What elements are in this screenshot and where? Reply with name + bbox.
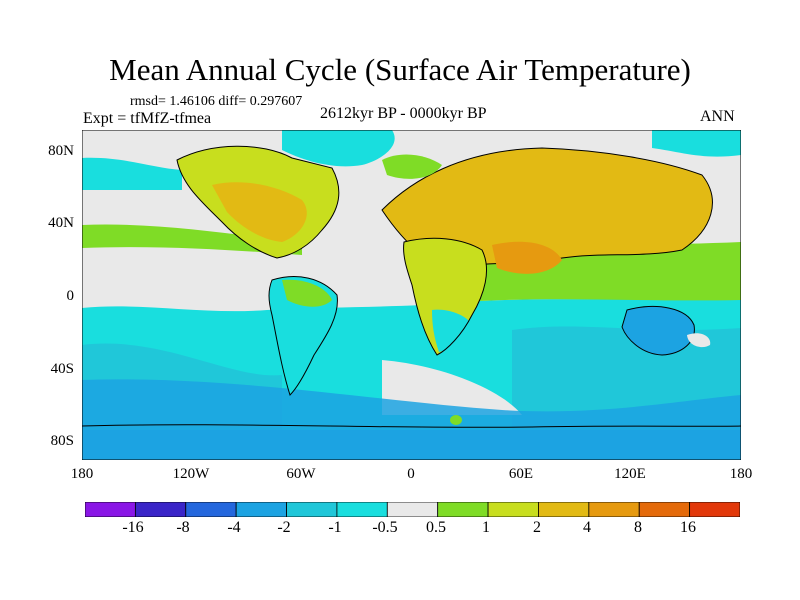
antarctic-circumpolar <box>82 379 741 430</box>
pacific-warm-band <box>82 224 302 255</box>
bering-cool <box>652 130 741 157</box>
colorbar-swatch <box>134 502 187 517</box>
legend-label: -8 <box>176 519 190 536</box>
antarctic-warm-spot <box>450 415 462 425</box>
colorbar-swatch <box>588 502 640 517</box>
colorbar-swatch <box>336 502 388 517</box>
lon-label-0: 0 <box>407 466 415 482</box>
legend-label: -0.5 <box>372 519 398 536</box>
legend-label: -16 <box>122 519 144 536</box>
temperature-anomaly-map <box>82 130 741 460</box>
lon-label-120w: 120W <box>172 466 210 482</box>
south-america-coast <box>268 276 338 396</box>
greenland-cool <box>282 130 395 167</box>
colorbar-swatch <box>235 502 287 517</box>
season-label: ANN <box>700 108 735 125</box>
scandinavia-warm <box>382 154 442 179</box>
colorbar-swatch <box>689 502 740 517</box>
arabia-hot-spot <box>492 241 562 274</box>
lon-label-180e: 180 <box>729 466 753 482</box>
antarctica-region <box>82 430 741 460</box>
lat-label-0: 0 <box>66 288 75 304</box>
lon-label-60e: 60E <box>508 466 534 482</box>
legend-label: 8 <box>634 519 642 536</box>
amazon-warm <box>282 279 332 307</box>
legend-label: 16 <box>680 519 696 536</box>
rmsd-diff-stats: rmsd= 1.46106 diff= 0.297607 <box>130 94 303 109</box>
australia-coast <box>621 306 695 356</box>
new-zealand-patch <box>687 333 711 348</box>
lon-label-120e: 120E <box>614 466 646 482</box>
legend-label: 1 <box>482 519 490 536</box>
africa-coast <box>403 237 488 356</box>
legend-label: -1 <box>328 519 342 536</box>
eurasia <box>382 148 713 268</box>
colorbar <box>85 502 740 517</box>
legend-label: 2 <box>533 519 541 536</box>
southern-africa-cool <box>432 309 472 352</box>
colorbar-swatch <box>437 502 489 517</box>
lat-label-40n: 40N <box>48 215 74 231</box>
australia <box>622 306 695 355</box>
north-america-coast <box>176 145 340 259</box>
period-label: 2612kyr BP - 0000kyr BP <box>320 105 487 122</box>
lat-label-80s: 80S <box>50 433 74 449</box>
colorbar-swatch <box>185 502 237 517</box>
south-america <box>269 276 338 395</box>
colorbar-swatch <box>386 502 439 517</box>
colorbar-swatch <box>487 502 539 517</box>
south-atlantic-neutral <box>382 360 522 415</box>
legend-label: -4 <box>227 519 241 536</box>
legend-label: 0.5 <box>426 519 446 536</box>
chart-title: Mean Annual Cycle (Surface Air Temperatu… <box>109 52 691 87</box>
colorbar-swatch <box>286 502 338 517</box>
lon-label-180w: 180 <box>70 466 94 482</box>
colorbar-swatch <box>638 502 691 517</box>
legend-label: 4 <box>583 519 591 536</box>
lat-label-80n: 80N <box>48 143 74 159</box>
legend-label: -2 <box>277 519 291 536</box>
north-america-warm-core <box>212 182 307 242</box>
colorbar-swatch <box>85 502 136 517</box>
lat-label-40s: 40S <box>50 361 74 377</box>
antarctica-coast <box>82 424 741 428</box>
experiment-label: Expt = tfMfZ-tfmea <box>83 110 212 127</box>
lon-label-60w: 60W <box>286 466 316 482</box>
north-pacific-cool <box>82 157 182 190</box>
colorbar-swatch <box>538 502 590 517</box>
